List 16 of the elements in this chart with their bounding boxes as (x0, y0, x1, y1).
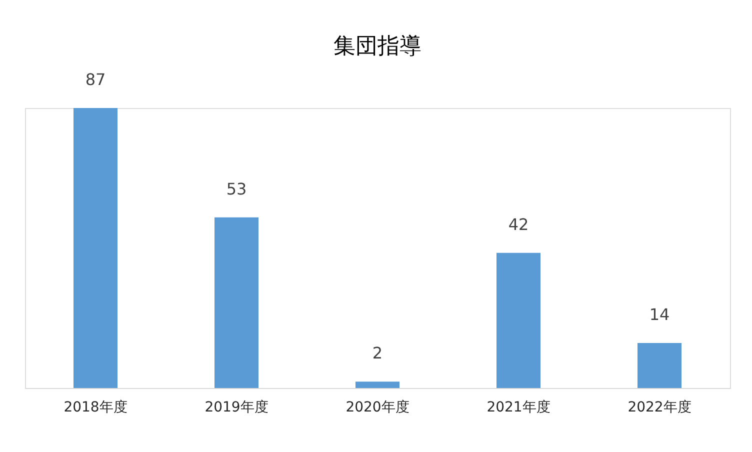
x-tick-label: 2018年度 (64, 400, 128, 416)
data-label: 14 (649, 304, 670, 324)
x-tick-label: 2020年度 (346, 400, 410, 416)
data-label: 2 (372, 344, 383, 363)
bar (74, 108, 118, 388)
bar (214, 217, 258, 388)
bar (356, 382, 400, 388)
x-tick-label: 2019年度 (204, 400, 268, 416)
chart-title: 集団指導 (334, 34, 422, 59)
data-label: 42 (508, 214, 529, 234)
x-tick-label: 2022年度 (628, 400, 692, 416)
data-label: 53 (226, 179, 247, 198)
x-tick-label: 2021年度 (486, 400, 550, 416)
bar (496, 252, 540, 388)
data-label: 87 (85, 70, 106, 89)
bar (638, 342, 682, 388)
